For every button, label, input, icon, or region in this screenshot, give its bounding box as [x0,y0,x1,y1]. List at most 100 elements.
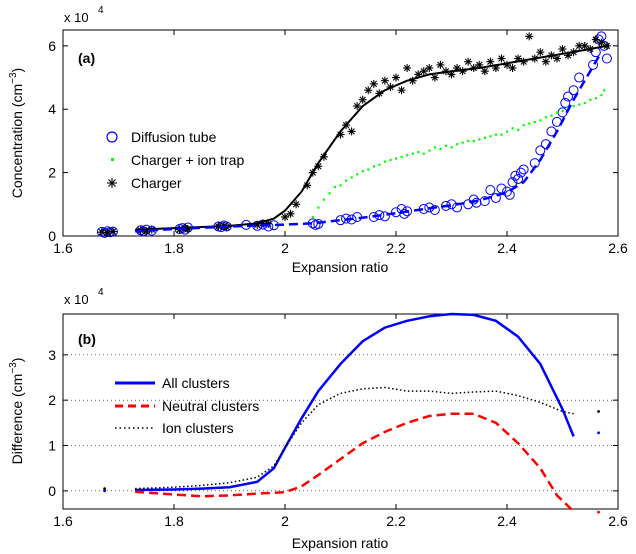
panel-a-ylabel-exp: −3 [8,72,19,84]
y-tick-label: 0 [48,228,56,244]
panel-b-xlabel: Expansion ratio [292,535,389,551]
data-point [552,54,561,63]
panel-b: 1.6 1.8 2 2.2 2.4 2.6 0 1 2 3 x 10 4 (b) Expansi… [8,287,628,551]
panel-a-legend: Diffusion tube Charger + ion trap Charge… [106,129,244,191]
legend-charger-label: Charger [131,175,182,191]
data-point [433,146,437,149]
x-tick-label: 1.6 [53,240,73,256]
panel-a-y-ticks: 0 2 4 6 [48,38,618,244]
data-point [494,133,498,136]
y-tick-label: 2 [48,392,56,408]
panel-a-label: (a) [78,50,95,66]
data-point [456,143,459,146]
data-point [444,144,448,147]
y-tick-label: 4 [48,101,56,117]
data-point [472,139,475,143]
panel-b-ylabel-exp: −3 [8,362,19,374]
series-all-clusters [135,312,575,492]
data-point [97,228,106,237]
svg-text:Difference (cm−3): Difference (cm−3) [8,358,25,465]
data-point [461,141,464,144]
x-tick-label: 1.8 [164,513,184,529]
series-charger-ion-trap [311,89,606,219]
data-point [397,86,406,95]
legend-neutral-clusters-label: Neutral clusters [162,398,259,414]
series-ion-clusters [135,386,574,490]
panel-a-plot-area [96,31,612,238]
data-point [395,157,398,160]
data-point [399,208,410,219]
data-point [594,97,597,100]
data-point [502,186,512,197]
legend-ion-clusters-label: Ion clusters [162,420,234,436]
x-tick-label: 2 [281,513,289,529]
data-point [422,152,425,155]
x-tick-label: 2.4 [497,513,517,529]
panel-a: 1.6 1.8 2 2.2 2.4 2.6 0 2 4 6 x 10 4 (a) Expansi… [8,5,628,275]
legend-asterisk-glyph [107,178,117,188]
data-point [558,45,567,54]
series-neutral-clusters [135,412,575,513]
data-point [281,212,289,221]
x-tick-label: 2 [281,240,289,256]
panel-b-ylabel: Difference (cm−3) [8,358,25,465]
data-point [419,67,428,76]
data-point [539,119,542,122]
data-point [541,57,550,66]
data-point [528,122,531,125]
data-point [430,73,439,82]
data-point [583,101,586,105]
data-point [425,64,434,73]
data-point [353,102,362,111]
data-point [367,168,370,171]
data-point [313,218,324,229]
data-point [464,57,473,66]
data-point [568,85,579,96]
panel-a-xlabel: Expansion ratio [292,259,389,275]
data-point [383,160,387,163]
data-point [328,192,331,195]
panel-a-ylabel: Concentration (cm−3) [8,68,25,198]
x-tick-label: 2.6 [608,513,628,529]
x-tick-label: 2.4 [497,240,517,256]
data-point [500,133,503,136]
data-point [369,79,378,88]
data-point [555,111,559,114]
data-point [389,158,392,162]
data-point [513,173,524,184]
data-point [356,173,359,176]
legend-charger-marker [107,178,117,188]
data-point [380,76,389,85]
data-point [535,145,546,156]
data-point [361,170,364,173]
data-point [429,205,440,216]
data-point [522,124,525,127]
data-point [411,152,414,155]
data-point [515,167,526,178]
panel-b-scale-base: x 10 [64,292,89,307]
fit-line-charger [135,44,608,231]
panel-b-y-ticks: 0 1 2 3 [48,347,618,499]
data-point [589,98,592,101]
data-point [350,176,353,179]
data-point [507,177,518,188]
data-point [508,64,517,73]
data-point [544,116,548,119]
data-point [479,196,490,207]
legend-all-clusters-label: All clusters [162,375,230,391]
panel-a-scale-base: x 10 [64,10,89,25]
data-point [517,128,520,132]
y-tick-label: 3 [48,347,56,363]
y-tick-label: 1 [48,438,56,454]
data-point [483,136,486,139]
isolated-point-neutral-clusters [597,510,600,514]
data-point [292,200,301,209]
data-point [439,147,442,151]
data-point [108,227,117,236]
data-point [436,60,445,69]
data-point [572,105,575,108]
data-point [574,72,585,83]
data-point [345,179,348,182]
fit-line-diffusion-tube [135,51,603,233]
data-point [317,206,320,209]
